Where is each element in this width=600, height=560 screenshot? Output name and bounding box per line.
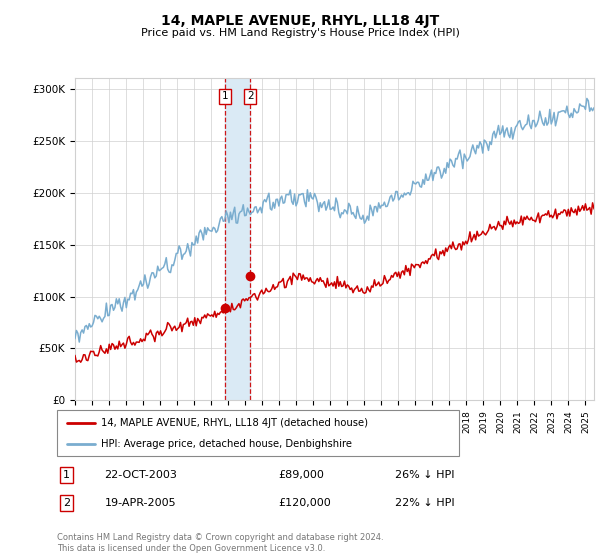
Text: 2: 2 xyxy=(247,91,254,101)
Text: 1: 1 xyxy=(63,470,70,480)
Text: HPI: Average price, detached house, Denbighshire: HPI: Average price, detached house, Denb… xyxy=(101,439,352,449)
Text: 14, MAPLE AVENUE, RHYL, LL18 4JT (detached house): 14, MAPLE AVENUE, RHYL, LL18 4JT (detach… xyxy=(101,418,368,428)
Text: £89,000: £89,000 xyxy=(279,470,325,480)
Text: 26% ↓ HPI: 26% ↓ HPI xyxy=(395,470,454,480)
Text: Price paid vs. HM Land Registry's House Price Index (HPI): Price paid vs. HM Land Registry's House … xyxy=(140,28,460,38)
Bar xyxy=(225,78,250,400)
Text: 19-APR-2005: 19-APR-2005 xyxy=(104,498,176,508)
Text: Contains HM Land Registry data © Crown copyright and database right 2024.
This d: Contains HM Land Registry data © Crown c… xyxy=(57,533,383,553)
Text: 2: 2 xyxy=(63,498,70,508)
Text: £120,000: £120,000 xyxy=(279,498,332,508)
Text: 22% ↓ HPI: 22% ↓ HPI xyxy=(395,498,455,508)
Text: 22-OCT-2003: 22-OCT-2003 xyxy=(104,470,178,480)
Text: 1: 1 xyxy=(221,91,228,101)
Text: 14, MAPLE AVENUE, RHYL, LL18 4JT: 14, MAPLE AVENUE, RHYL, LL18 4JT xyxy=(161,14,439,28)
